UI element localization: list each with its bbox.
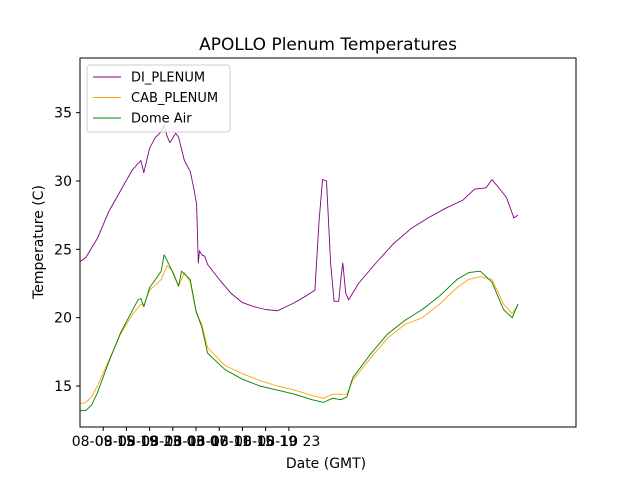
series-layer	[79, 124, 519, 412]
legend-box	[86, 64, 231, 133]
x-axis-label: Date (GMT)	[286, 456, 366, 472]
y-tick-label: 30	[54, 174, 72, 190]
chart-title: APOLLO Plenum Temperatures	[199, 35, 457, 55]
x-tick-label: 08-10 07	[165, 434, 228, 450]
y-tick-label: 25	[54, 242, 72, 258]
x-tick-label: 08-10 03	[141, 434, 204, 450]
plot-frame	[79, 57, 577, 428]
y-tick-label: 20	[54, 311, 72, 327]
x-tick-label: 08-10 23	[257, 434, 320, 450]
y-axis: 15 20 25 30 35	[54, 106, 80, 395]
x-tick-label: 08-10 19	[234, 434, 297, 450]
x-tick-label: 08-09 23	[118, 434, 181, 450]
x-tick-label: 08-10 11	[188, 434, 251, 450]
y-axis-label: Temperature (C)	[31, 185, 47, 300]
legend: DI_PLENUM CAB_PLENUM Dome Air	[86, 64, 231, 133]
x-tick-label: 08-10 15	[211, 434, 274, 450]
x-tick-label: 08-09 19	[95, 434, 158, 450]
legend-label: CAB_PLENUM	[131, 91, 218, 106]
plot-area	[79, 57, 577, 428]
series-line-di-plenum	[79, 124, 519, 312]
y-tick-label: 15	[54, 379, 72, 395]
series-line-dome-air	[80, 254, 519, 412]
y-tick-label: 35	[54, 106, 72, 122]
x-tick-label: 08-09 15	[72, 434, 135, 450]
legend-label: DI_PLENUM	[131, 71, 205, 86]
series-line-cab-plenum	[79, 265, 519, 405]
legend-label: Dome Air	[131, 112, 192, 127]
